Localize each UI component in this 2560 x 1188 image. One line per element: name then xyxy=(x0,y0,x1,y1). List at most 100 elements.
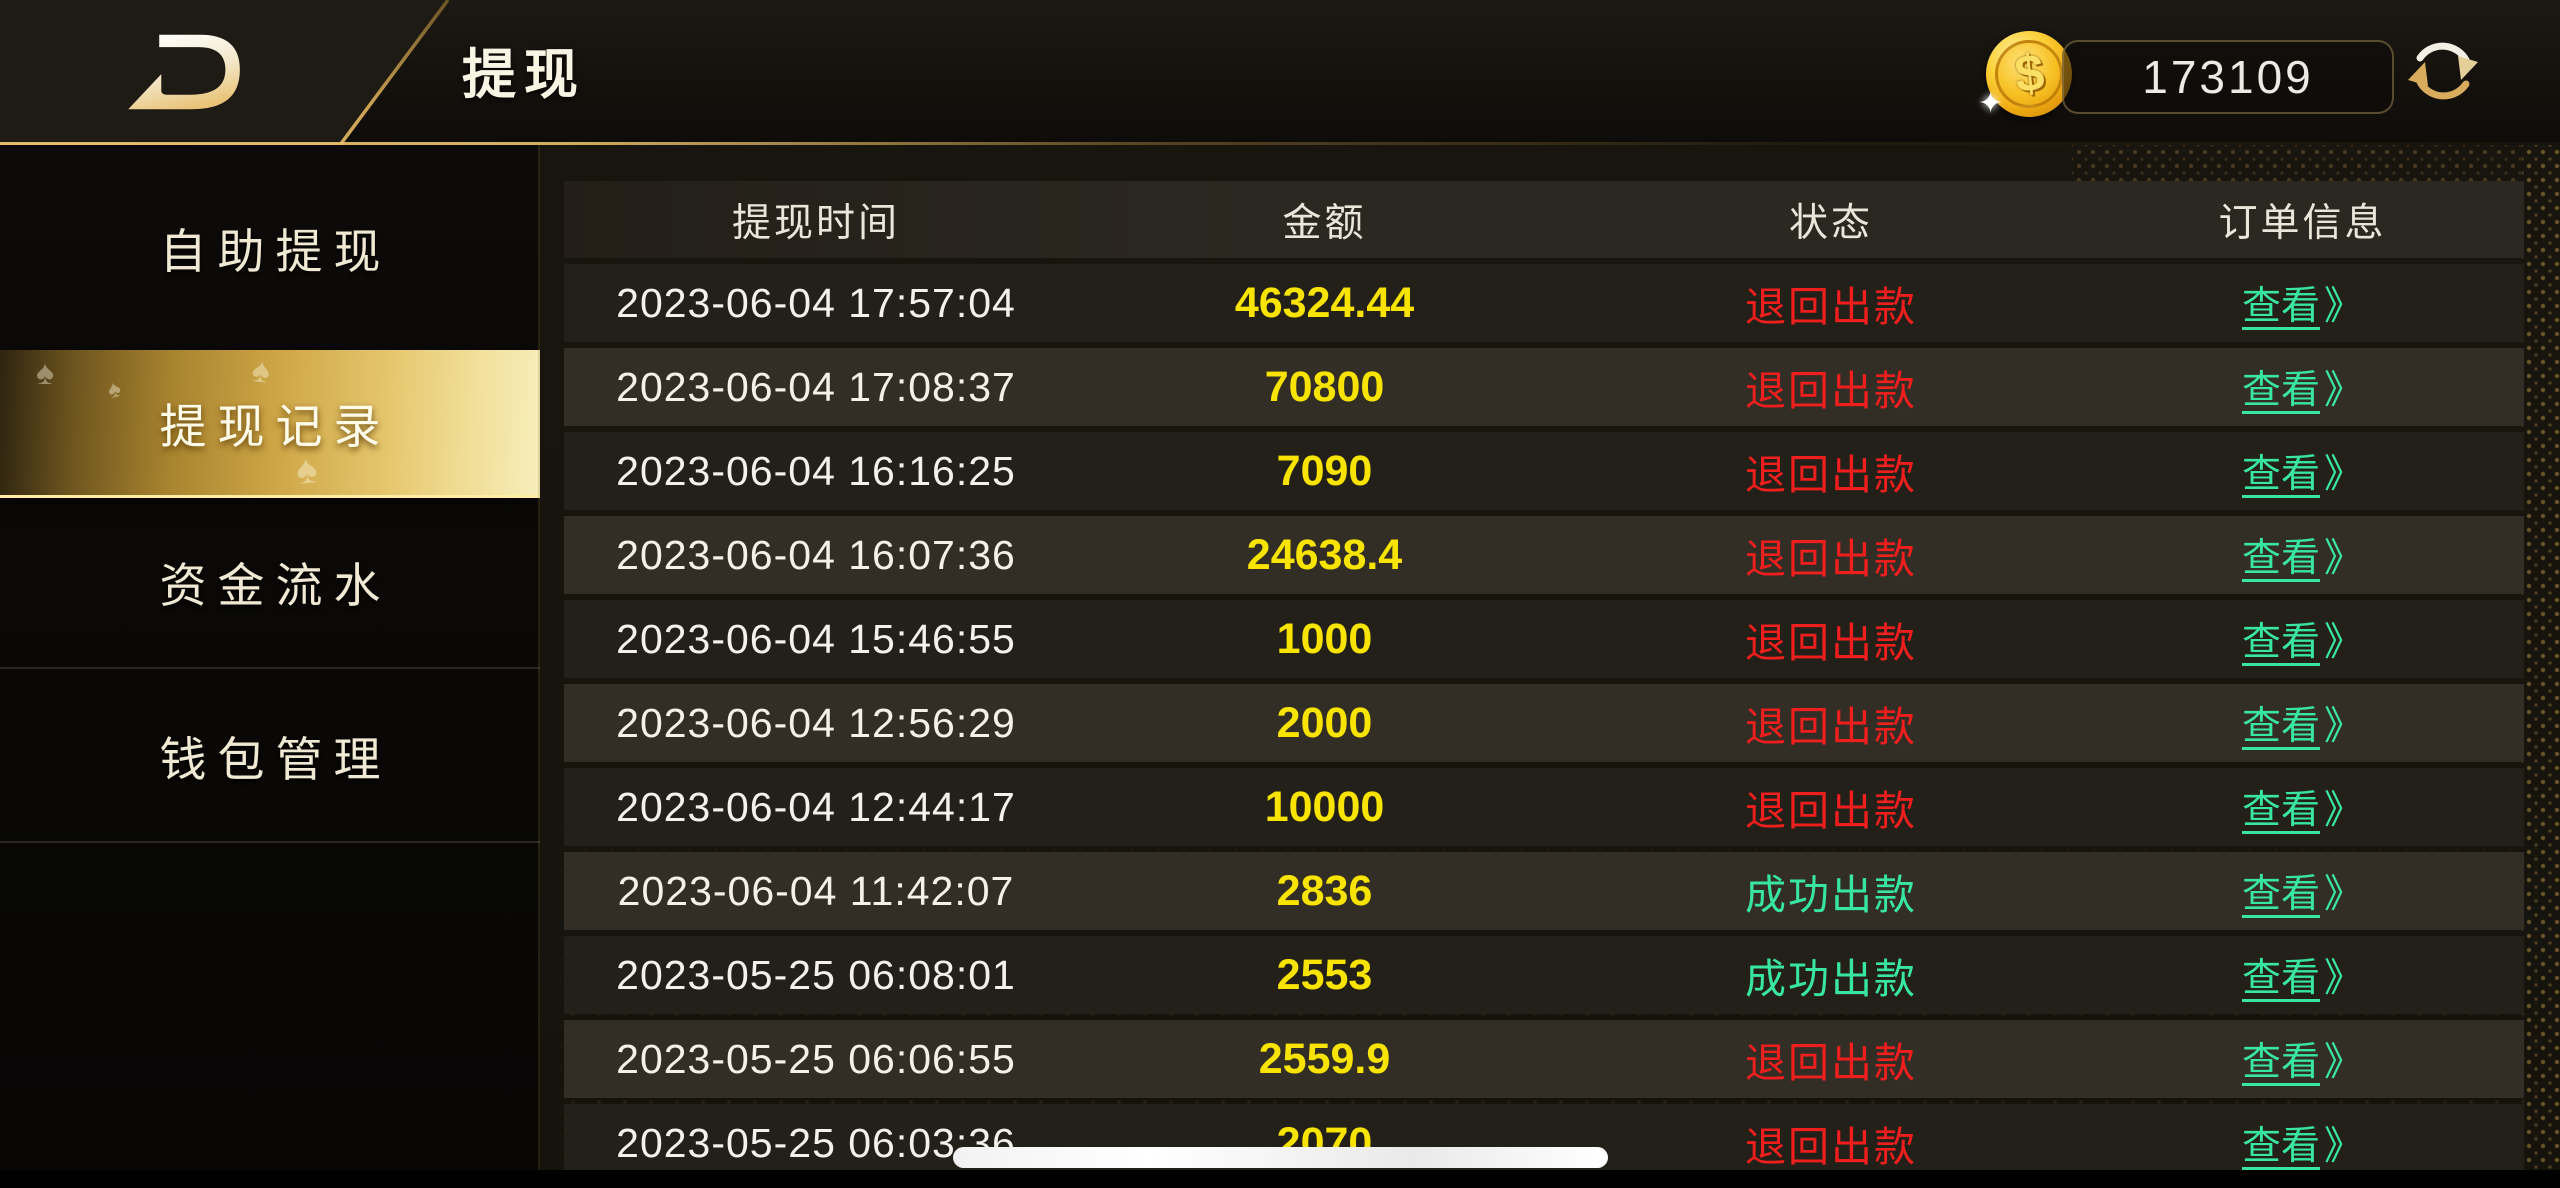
header-cell-status: 状态 xyxy=(1788,201,1873,245)
view-link[interactable]: 查看 xyxy=(2241,1041,2320,1084)
refresh-button[interactable] xyxy=(2400,28,2486,114)
cell-amount: 2553 xyxy=(1276,950,1373,999)
double-angle-arrow-icon: 》 xyxy=(2324,369,2364,412)
sidebar-item-label: 资金流水 xyxy=(159,558,392,612)
double-angle-arrow-icon: 》 xyxy=(2324,1125,2364,1168)
double-angle-arrow-icon: 》 xyxy=(2324,1041,2364,1084)
cell-order-info: 查看 》 xyxy=(2081,863,2524,919)
table-row: 2023-06-04 17:57:04 46324.44 退回出款 查看 》 xyxy=(564,264,2524,342)
cell-status: 成功出款 xyxy=(1745,956,1917,1002)
balance-value: 173109 xyxy=(2142,51,2314,103)
records-panel: 提现时间 金额 状态 订单信息 2023-06-04 17:57:04 4632… xyxy=(540,145,2560,1185)
spade-icon: ♠ xyxy=(249,350,273,392)
cell-withdraw-time: 2023-05-25 06:03:36 xyxy=(616,1119,1016,1166)
cell-order-info: 查看 》 xyxy=(2081,947,2524,1003)
gold-dots-texture xyxy=(2522,145,2560,1184)
table-row: 2023-05-25 06:06:55 2559.9 退回出款 查看 》 xyxy=(564,1020,2524,1098)
view-link[interactable]: 查看 xyxy=(2241,285,2320,328)
coin-icon: $ ✦ xyxy=(1978,31,2072,120)
cell-withdraw-time: 2023-05-25 06:06:55 xyxy=(616,1035,1016,1082)
table-row: 2023-06-04 11:42:07 2836 成功出款 查看 》 xyxy=(564,852,2524,930)
cell-order-info: 查看 》 xyxy=(2081,275,2524,331)
cell-amount: 2836 xyxy=(1276,866,1373,915)
double-angle-arrow-icon: 》 xyxy=(2324,789,2364,832)
cell-amount: 10000 xyxy=(1264,782,1385,831)
cell-status: 退回出款 xyxy=(1745,1040,1917,1086)
table-header: 提现时间 金额 状态 订单信息 xyxy=(564,181,2524,258)
view-link[interactable]: 查看 xyxy=(2241,873,2320,916)
coin-inner-ring xyxy=(1995,40,2063,108)
cell-amount: 70800 xyxy=(1264,362,1385,411)
cell-amount: 2000 xyxy=(1276,698,1373,747)
cell-order-info: 查看 》 xyxy=(2081,527,2524,583)
table-row: 2023-05-25 06:03:36 2070 退回出款 查看 》 xyxy=(564,1104,2524,1182)
cell-withdraw-time: 2023-06-04 11:42:07 xyxy=(617,867,1015,914)
cell-order-info: 查看 》 xyxy=(2081,359,2524,415)
double-angle-arrow-icon: 》 xyxy=(2324,537,2364,580)
table-row: 2023-05-25 06:08:01 2553 成功出款 查看 》 xyxy=(564,936,2524,1014)
sidebar-item-label: 提现记录 xyxy=(159,400,392,453)
cell-status: 退回出款 xyxy=(1745,620,1917,666)
cell-status: 退回出款 xyxy=(1745,368,1917,414)
view-link[interactable]: 查看 xyxy=(2241,705,2320,748)
sidebar-item-withdraw-records[interactable]: ♠ ♠ ♠ ♠ 提现记录 xyxy=(0,350,540,498)
cell-amount: 46324.44 xyxy=(1234,278,1415,327)
view-link[interactable]: 查看 xyxy=(2241,369,2320,412)
double-angle-arrow-icon: 》 xyxy=(2324,285,2364,328)
cell-withdraw-time: 2023-06-04 16:07:36 xyxy=(616,531,1016,578)
table-row: 2023-06-04 12:56:29 2000 退回出款 查看 》 xyxy=(564,684,2524,762)
sidebar-item-wallet-manage[interactable]: 钱包管理 xyxy=(0,669,540,843)
cell-withdraw-time: 2023-06-04 15:46:55 xyxy=(616,615,1016,662)
double-angle-arrow-icon: 》 xyxy=(2324,621,2364,664)
cell-order-info: 查看 》 xyxy=(2081,443,2524,499)
top-bar: 提现 $ ✦ 173109 xyxy=(0,0,2560,147)
page-title: 提现 xyxy=(462,44,586,105)
view-link[interactable]: 查看 xyxy=(2241,789,2320,832)
table-row: 2023-06-04 16:07:36 24638.4 退回出款 查看 》 xyxy=(564,516,2524,594)
cell-order-info: 查看 》 xyxy=(2081,695,2524,751)
sidebar-item-self-withdraw[interactable]: 自助提现 xyxy=(0,145,540,350)
view-link[interactable]: 查看 xyxy=(2241,537,2320,580)
table-row: 2023-06-04 16:16:25 7090 退回出款 查看 》 xyxy=(564,432,2524,510)
brand-d-logo-icon xyxy=(128,34,240,110)
header-cell-amount: 金额 xyxy=(1282,201,1367,245)
sidebar-item-label: 钱包管理 xyxy=(159,732,392,786)
header-cell-order-info: 订单信息 xyxy=(2218,201,2387,245)
table-row: 2023-06-04 17:08:37 70800 退回出款 查看 》 xyxy=(564,348,2524,426)
cell-status: 成功出款 xyxy=(1745,872,1917,918)
cell-status: 退回出款 xyxy=(1745,1124,1917,1170)
cell-amount: 24638.4 xyxy=(1246,530,1403,579)
spade-icon: ♠ xyxy=(36,354,55,392)
sidebar-item-label: 自助提现 xyxy=(159,225,392,278)
table-row: 2023-06-04 12:44:17 10000 退回出款 查看 》 xyxy=(564,768,2524,846)
cell-amount: 7090 xyxy=(1276,446,1373,495)
home-indicator[interactable] xyxy=(953,1147,1608,1168)
cell-status: 退回出款 xyxy=(1745,704,1917,750)
cell-amount: 2559.9 xyxy=(1258,1034,1391,1083)
double-angle-arrow-icon: 》 xyxy=(2324,957,2364,1000)
sidebar-item-fund-flow[interactable]: 资金流水 xyxy=(0,495,540,669)
withdraw-records-list: 2023-06-04 17:57:04 46324.44 退回出款 查看 》 2… xyxy=(564,264,2524,1188)
header-cell-time: 提现时间 xyxy=(731,201,900,245)
view-link[interactable]: 查看 xyxy=(2241,621,2320,664)
cell-order-info: 查看 》 xyxy=(2081,779,2524,835)
cell-withdraw-time: 2023-05-25 06:08:01 xyxy=(616,951,1016,998)
view-link[interactable]: 查看 xyxy=(2241,453,2320,496)
sparkle-icon: ✦ xyxy=(1978,87,2004,120)
cell-withdraw-time: 2023-06-04 17:08:37 xyxy=(616,363,1016,410)
double-angle-arrow-icon: 》 xyxy=(2324,873,2364,916)
cell-status: 退回出款 xyxy=(1745,452,1917,498)
cell-order-info: 查看 》 xyxy=(2081,1031,2524,1087)
bottom-bar xyxy=(0,1170,2560,1184)
cell-withdraw-time: 2023-06-04 12:56:29 xyxy=(616,699,1016,746)
view-link[interactable]: 查看 xyxy=(2241,1125,2320,1168)
double-angle-arrow-icon: 》 xyxy=(2324,453,2364,496)
table-row: 2023-06-04 15:46:55 1000 退回出款 查看 》 xyxy=(564,600,2524,678)
cell-withdraw-time: 2023-06-04 17:57:04 xyxy=(616,279,1016,326)
dollar-sign: $ xyxy=(2011,43,2047,105)
cell-amount: 1000 xyxy=(1276,614,1373,663)
double-angle-arrow-icon: 》 xyxy=(2324,705,2364,748)
sidebar: 自助提现 ♠ ♠ ♠ ♠ 提现记录 资金流水 钱包管理 xyxy=(0,145,540,1184)
view-link[interactable]: 查看 xyxy=(2241,957,2320,1000)
